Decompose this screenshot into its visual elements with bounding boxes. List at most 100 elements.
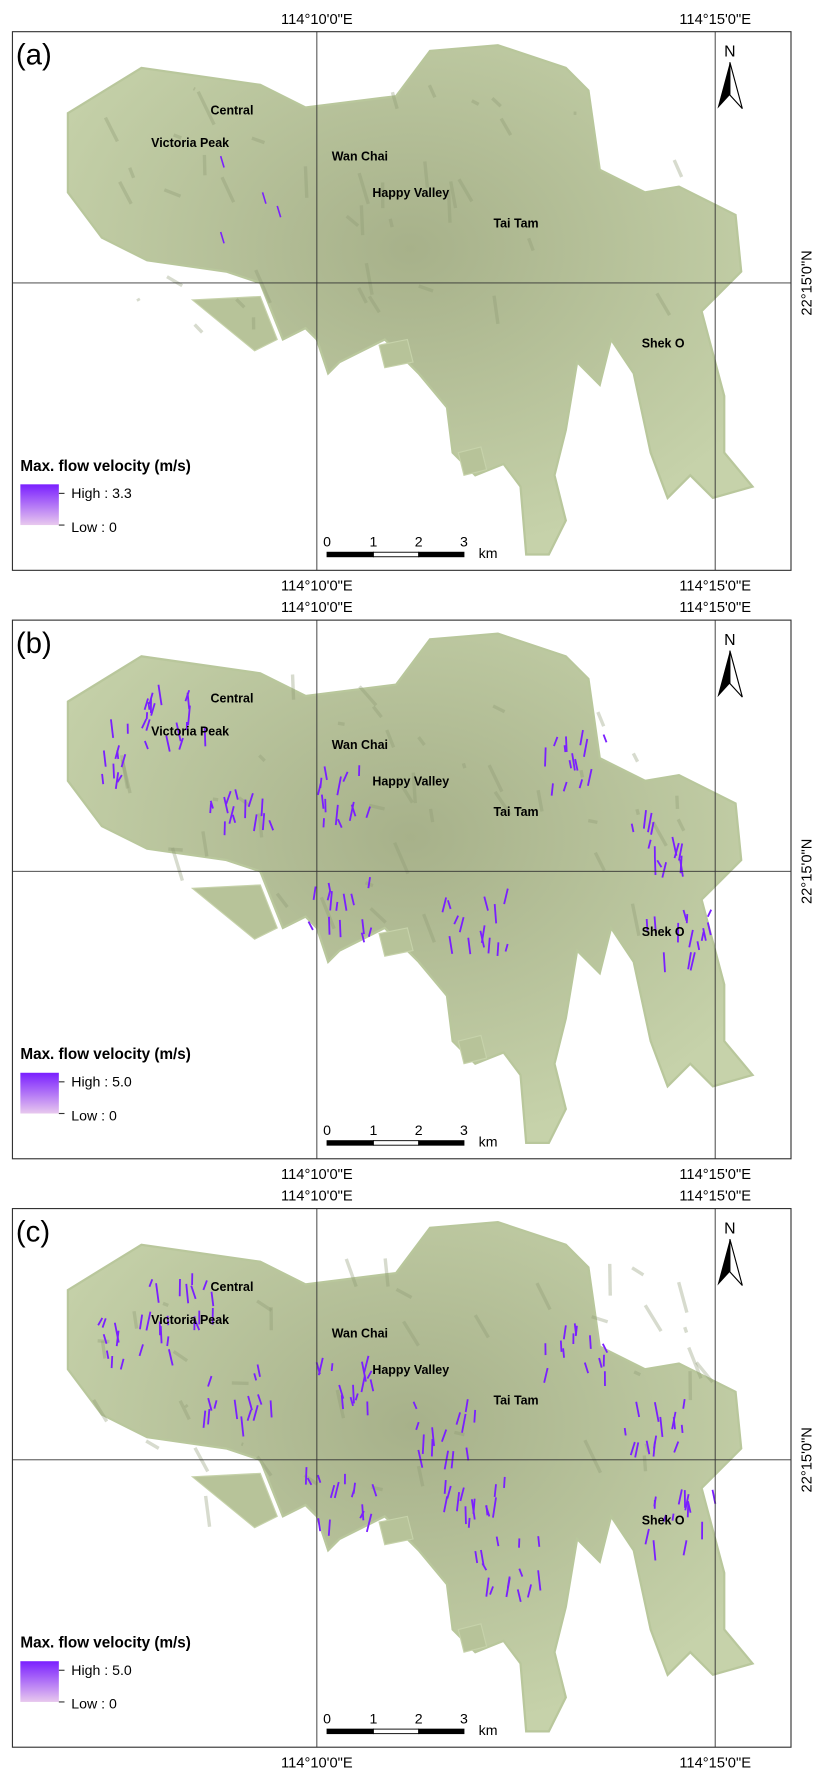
place-label: Victoria Peak: [151, 1313, 229, 1327]
legend-low: Low : 0: [71, 1696, 117, 1712]
place-label: Shek O: [642, 336, 685, 350]
relief-shade: [361, 205, 362, 235]
legend-high: High : 3.3: [71, 485, 132, 501]
scale-segment: [327, 1729, 373, 1734]
scale-segment: [419, 1141, 464, 1146]
relief-shade: [581, 770, 582, 777]
flow-streak: [329, 1520, 330, 1536]
flow-streak: [473, 1499, 474, 1514]
scale-segment: [373, 552, 418, 557]
latitude-label: 22°15'0"N: [799, 250, 815, 315]
flow-streak: [655, 855, 656, 874]
legend-ramp: [20, 1661, 58, 1702]
flow-streak: [306, 1467, 307, 1485]
longitude-label: 114°15'0"E: [679, 1756, 751, 1772]
flow-streak: [469, 1518, 470, 1528]
relief-shade: [213, 799, 218, 800]
flow-streak: [538, 1536, 539, 1547]
scale-segment: [327, 1141, 373, 1146]
relief-shade: [138, 299, 139, 301]
scale-label: 3: [460, 1122, 468, 1138]
scale-segment: [373, 1729, 418, 1734]
flow-streak: [504, 1477, 505, 1488]
place-label: Central: [211, 692, 254, 706]
place-label: Tai Tam: [493, 805, 538, 819]
scale-label: 1: [370, 1710, 378, 1726]
flow-streak: [445, 1480, 446, 1494]
legend-title: Max. flow velocity (m/s): [20, 458, 191, 475]
place-label: Happy Valley: [372, 1363, 449, 1377]
place-label: Wan Chai: [332, 738, 388, 752]
legend-low: Low : 0: [71, 1107, 117, 1123]
legend-ramp: [20, 484, 58, 525]
relief-shade: [610, 1264, 611, 1296]
scale-label: 2: [415, 534, 423, 550]
flow-streak: [432, 1439, 433, 1456]
flow-streak: [498, 942, 499, 956]
place-label: Victoria Peak: [151, 136, 229, 150]
place-label: Central: [211, 1280, 254, 1294]
flow-streak: [486, 1505, 487, 1515]
relief-shade: [259, 813, 261, 837]
map-panel: 114°10'0"E114°10'0"E114°15'0"E114°15'0"E…: [12, 12, 815, 595]
scale-unit: km: [479, 1722, 498, 1738]
flow-streak: [210, 803, 211, 813]
scale-label: 3: [460, 1710, 468, 1726]
relief-shade: [637, 809, 638, 815]
flow-streak: [423, 1434, 424, 1454]
flow-streak: [552, 783, 553, 795]
relief-shade: [390, 219, 392, 227]
flow-streak: [474, 1410, 475, 1423]
scale-segment: [419, 1729, 464, 1734]
place-label: Shek O: [642, 925, 685, 939]
flow-streak: [323, 818, 324, 827]
islet: [458, 1035, 486, 1063]
relief-shade: [194, 89, 195, 90]
scale-label: 1: [370, 534, 378, 550]
longitude-label: 114°10'0"E: [281, 600, 353, 616]
flow-streak: [565, 745, 566, 752]
longitude-label: 114°15'0"E: [679, 1189, 751, 1205]
legend-title: Max. flow velocity (m/s): [20, 1635, 191, 1652]
place-label: Wan Chai: [332, 150, 388, 164]
latitude-label: 22°15'0"N: [799, 839, 815, 904]
scale-label: 0: [323, 1710, 331, 1726]
flow-streak: [271, 1400, 272, 1417]
flow-streak: [332, 1363, 333, 1371]
islet: [458, 447, 486, 475]
place-label: Tai Tam: [493, 1393, 538, 1407]
flow-streak: [336, 902, 337, 911]
islet: [458, 1624, 486, 1652]
scale-unit: km: [479, 545, 498, 561]
flow-streak: [167, 1336, 168, 1346]
latitude-label: 22°15'0"N: [799, 1427, 815, 1492]
relief-shade: [232, 1383, 249, 1384]
flow-streak: [465, 1506, 466, 1524]
panel-label: (b): [16, 627, 52, 660]
relief-shade: [185, 1405, 187, 1407]
north-label: N: [724, 44, 735, 61]
relief-shade: [431, 809, 433, 822]
relief-shade: [685, 1327, 687, 1332]
flow-streak: [561, 1341, 562, 1352]
islet: [379, 1516, 413, 1544]
flow-streak: [262, 799, 263, 817]
relief-shade: [644, 1455, 645, 1471]
flow-streak: [102, 774, 103, 784]
legend-title: Max. flow velocity (m/s): [20, 1046, 191, 1063]
relief-shade: [338, 723, 345, 724]
scale-label: 0: [323, 534, 331, 550]
panel-label: (c): [16, 1215, 50, 1248]
north-label: N: [724, 632, 735, 649]
place-label: Happy Valley: [372, 774, 449, 788]
map-panel: 114°10'0"E114°10'0"E114°15'0"E114°15'0"E…: [12, 1189, 815, 1772]
place-label: Shek O: [642, 1513, 685, 1527]
figure: 114°10'0"E114°10'0"E114°15'0"E114°15'0"E…: [0, 0, 834, 1786]
legend-low: Low : 0: [71, 519, 117, 535]
place-label: Happy Valley: [372, 186, 449, 200]
relief-shade: [204, 155, 205, 175]
relief-shade: [293, 675, 294, 700]
scale-label: 3: [460, 534, 468, 550]
longitude-label: 114°15'0"E: [679, 12, 751, 28]
flow-streak: [353, 1385, 354, 1404]
